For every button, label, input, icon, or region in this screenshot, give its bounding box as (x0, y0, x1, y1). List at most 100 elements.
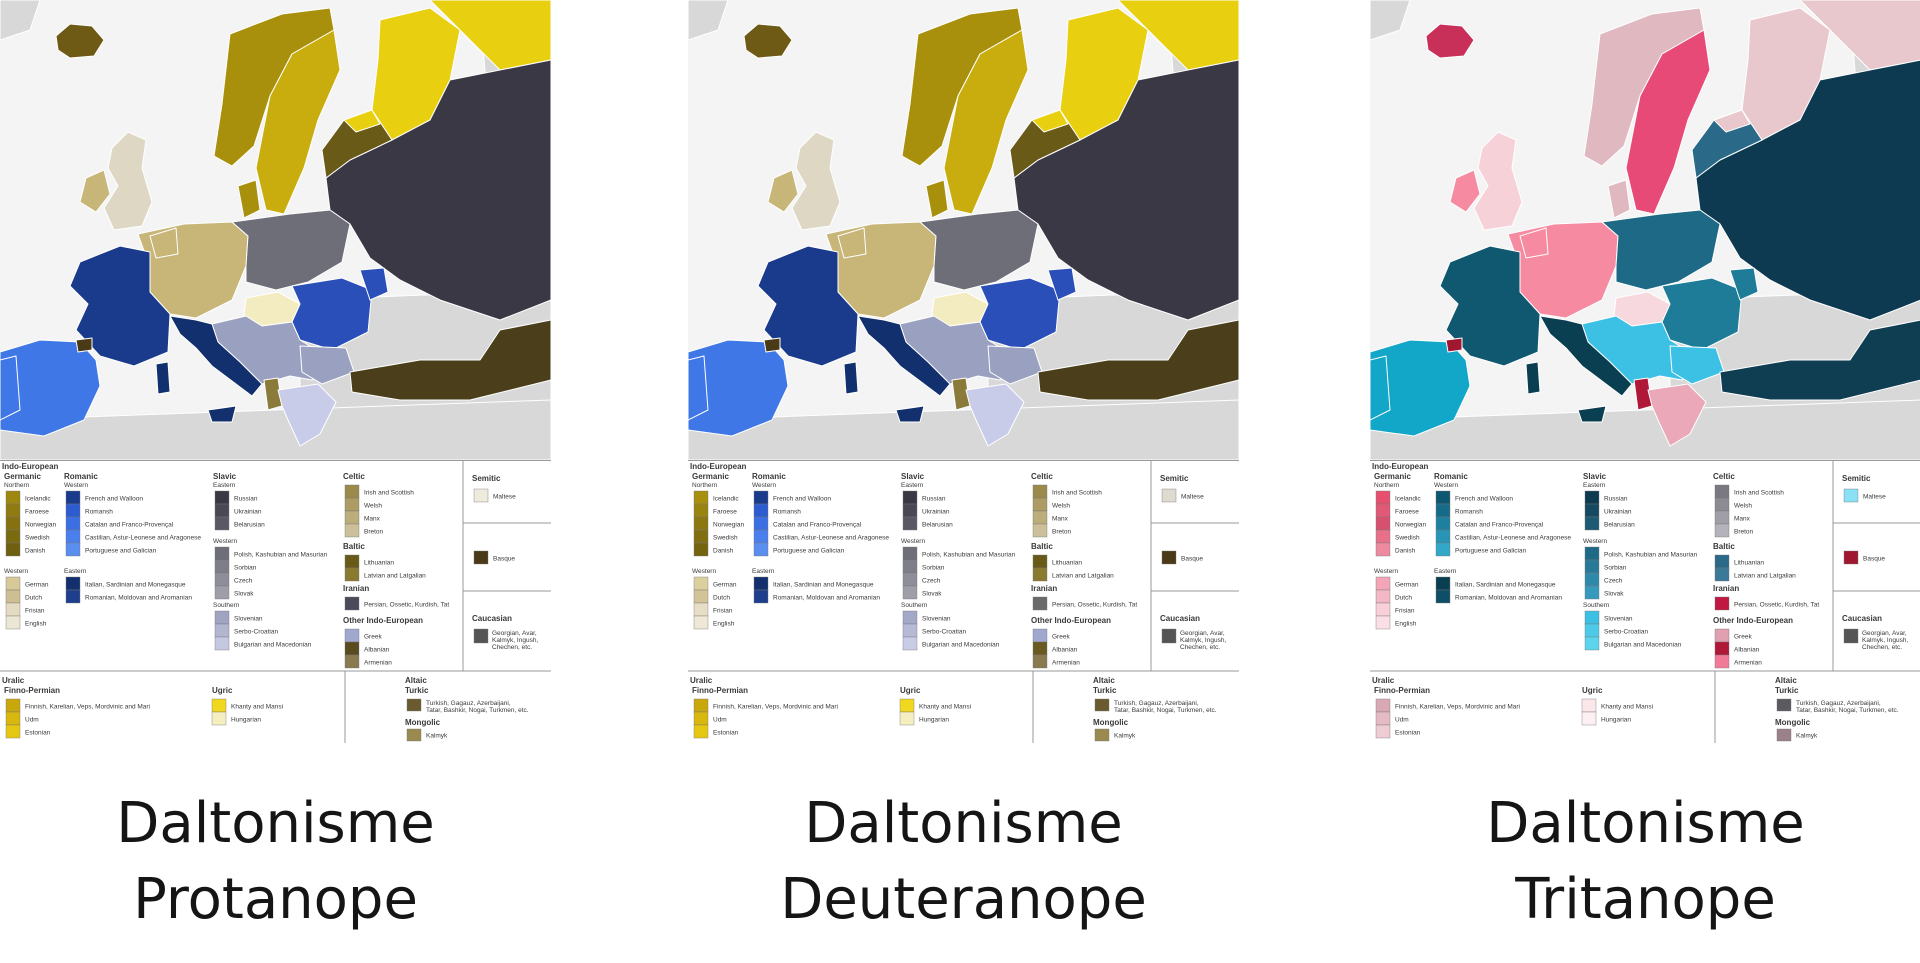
legend-subtitle: Southern (901, 602, 928, 609)
legend-label: Ukrainian (234, 508, 262, 515)
legend-label: Swedish (713, 534, 738, 541)
legend-swatch (1032, 497, 1048, 512)
legend-title-germanic: Germanic (1374, 472, 1411, 481)
region-netherlands (837, 227, 867, 259)
legend-swatch (1584, 559, 1600, 574)
legend-swatch (5, 602, 21, 617)
region-turkey (1719, 319, 1920, 401)
legend-label: Romanian, Moldovan and Aromanian (85, 594, 192, 601)
land-africa (1370, 399, 1920, 460)
legend-swatch (902, 503, 918, 518)
region-sicily (207, 405, 237, 423)
legend-swatch (1581, 711, 1597, 726)
legend-swatch (1375, 516, 1391, 531)
europe-language-map (0, 0, 551, 460)
legend-label: Welsh (364, 502, 382, 509)
legend-label: Khanty and Mansi (919, 703, 971, 710)
legend-label: Estonian (25, 729, 51, 736)
legend-swatch (473, 488, 489, 503)
legend-swatch (902, 546, 918, 561)
legend-label: Slovenian (922, 615, 951, 622)
legend-swatch (1032, 510, 1048, 525)
legend-label: Armenian (1052, 659, 1080, 666)
legend-swatch (344, 596, 360, 611)
legend-subtitle: Western (752, 482, 776, 489)
legend-label: Romansh (85, 508, 113, 515)
legend-subtitle: Western (692, 568, 716, 575)
legend-label: Kalmyk, Ingush, (492, 637, 538, 644)
legend-swatch (1843, 550, 1859, 565)
region-east-slavic (1695, 59, 1920, 321)
legend-subtitle-ugric: Ugric (900, 686, 921, 695)
region-bulgaria (299, 345, 355, 385)
legend-label: Castilian, Astur-Leonese and Aragonese (1455, 534, 1571, 541)
legend-label: Polish, Kashubian and Masurian (1604, 551, 1698, 558)
legend-swatch (902, 585, 918, 600)
legend-label: Frisian (25, 607, 45, 614)
legend-title-slavic: Slavic (213, 472, 237, 481)
legend-label: French and Walloon (85, 495, 143, 502)
map-legend: Indo-European Germanic Northern Icelandic Fa… (688, 460, 1239, 743)
legend-swatch (693, 576, 709, 591)
legend-label: Romansh (773, 508, 801, 515)
legend-subtitle: Western (4, 568, 28, 575)
region-france (1439, 245, 1541, 367)
region-iceland (1425, 23, 1475, 59)
legend-swatch (5, 615, 21, 630)
legend-subtitle: Western (213, 538, 237, 545)
legend-swatch (1032, 523, 1048, 538)
legend-swatch (5, 576, 21, 591)
legend-label: Irish and Scottish (364, 489, 414, 496)
legend-label: Sorbian (234, 564, 257, 571)
legend-title-celtic: Celtic (1031, 472, 1053, 481)
legend-subtitle: Eastern (1583, 482, 1606, 489)
legend-label: Basque (493, 555, 515, 562)
legend-swatch (1584, 610, 1600, 625)
legend-swatch (5, 529, 21, 544)
legend-swatch (1375, 602, 1391, 617)
legend-label: English (1395, 620, 1417, 627)
legend-label: Swedish (1395, 534, 1420, 541)
legend-swatch (1375, 529, 1391, 544)
legend-swatch (344, 484, 360, 499)
legend-swatch (1032, 484, 1048, 499)
legend-swatch (344, 554, 360, 569)
region-iberia (0, 339, 101, 437)
region-iceland (55, 23, 105, 59)
legend-label: Russian (922, 495, 946, 502)
legend-label: Ukrainian (922, 508, 950, 515)
region-italy (857, 315, 951, 397)
legend-swatch (1714, 641, 1730, 656)
region-france (69, 245, 171, 367)
region-portugal (0, 355, 21, 421)
legend-label: Sorbian (1604, 564, 1627, 571)
legend-swatch (902, 516, 918, 531)
legend-swatch (1435, 490, 1451, 505)
region-greece (965, 383, 1025, 447)
legend-label: Armenian (364, 659, 392, 666)
legend-swatch (344, 628, 360, 643)
legend-swatch (5, 589, 21, 604)
legend-title-altaic: Altaic (1093, 676, 1115, 685)
legend-label: Persian, Ossetic, Kurdish, Tat (364, 601, 449, 608)
legend-label: Hungarian (1601, 716, 1631, 723)
legend-label: Catalan and Franco-Provençal (1455, 521, 1544, 528)
legend-label: Estonian (1395, 729, 1421, 736)
legend-label: Georgian, Avar, (1180, 630, 1225, 637)
legend-title-indo-european: Indo-European (1372, 462, 1429, 471)
legend-label: Maltese (1181, 493, 1204, 500)
legend-swatch (1375, 589, 1391, 604)
legend-title-altaic: Altaic (405, 676, 427, 685)
legend-title-romanic: Romanic (64, 472, 98, 481)
region-uk (103, 131, 153, 231)
region-iberia (688, 339, 789, 437)
map-svg (0, 0, 551, 460)
legend-label: Slovak (234, 590, 254, 597)
region-denmark (1607, 179, 1631, 219)
legend-label: Bulgarian and Macedonian (922, 641, 1000, 648)
legend-title-slavic: Slavic (901, 472, 925, 481)
region-portugal (1370, 355, 1391, 421)
region-moldova (1729, 267, 1759, 301)
legend-label: Romanian, Moldovan and Aromanian (773, 594, 880, 601)
